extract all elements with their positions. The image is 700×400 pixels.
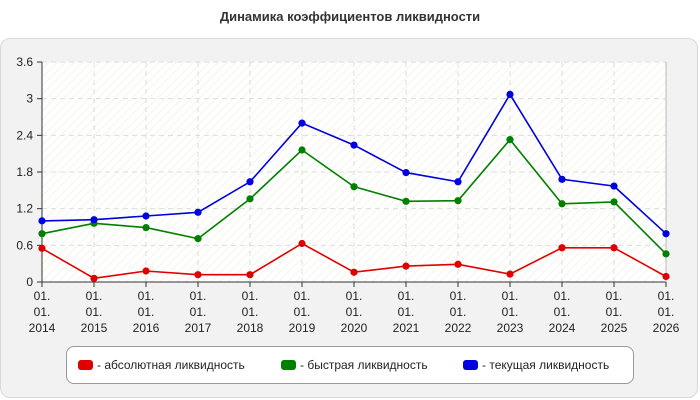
x-tick-label: 01. (34, 305, 51, 319)
x-tick-label: 2016 (133, 321, 160, 335)
x-tick-label: 01. (346, 289, 363, 303)
data-point (454, 178, 462, 186)
x-tick-label: 01. (554, 289, 571, 303)
data-point (142, 212, 150, 220)
legend-swatch-red (78, 360, 93, 370)
x-tick-label: 01. (502, 289, 519, 303)
data-point (246, 271, 254, 279)
x-tick-label: 01. (86, 305, 103, 319)
x-tick-label: 01. (294, 289, 311, 303)
x-tick-label: 01. (398, 305, 415, 319)
data-point (350, 183, 358, 191)
x-tick-label: 01. (606, 305, 623, 319)
data-point (246, 178, 254, 186)
y-tick-label: 3 (26, 92, 33, 106)
y-tick-label: 1.8 (16, 165, 33, 179)
x-tick-label: 2025 (601, 321, 628, 335)
data-point (142, 224, 150, 232)
y-tick-label: 1.2 (16, 202, 33, 216)
data-point (194, 235, 202, 243)
legend-label: - абсолютная ликвидность (97, 358, 245, 372)
data-point (662, 272, 670, 281)
legend-item-current: - текущая ликвидность (463, 358, 609, 372)
data-point (610, 244, 618, 252)
data-point (298, 119, 306, 127)
legend-swatch-green (281, 360, 296, 370)
data-point (38, 217, 46, 225)
chart-title: Динамика коэффициентов ликвидности (219, 9, 481, 24)
legend-item-absolute: - абсолютная ликвидность (78, 358, 245, 372)
data-point (610, 198, 618, 206)
data-point (402, 262, 410, 270)
data-point (246, 195, 254, 203)
data-point (506, 270, 514, 278)
data-point (454, 197, 462, 205)
x-tick-label: 01. (346, 305, 363, 319)
data-point (558, 200, 566, 208)
x-tick-label: 2022 (445, 321, 472, 335)
x-tick-label: 2015 (81, 321, 108, 335)
x-tick-label: 2019 (289, 321, 316, 335)
data-point (662, 250, 670, 258)
x-tick-label: 2021 (393, 321, 420, 335)
data-point (350, 141, 358, 149)
y-tick-label: 0 (26, 275, 33, 289)
x-tick-label: 01. (190, 305, 207, 319)
x-tick-label: 2017 (185, 321, 212, 335)
x-tick-label: 01. (658, 289, 675, 303)
x-tick-label: 01. (138, 289, 155, 303)
data-point (402, 169, 410, 177)
data-point (38, 230, 46, 238)
x-tick-label: 01. (606, 289, 623, 303)
data-point (142, 267, 150, 275)
data-point (90, 216, 98, 224)
x-tick-label: 2023 (497, 321, 524, 335)
data-point (662, 230, 670, 238)
x-tick-label: 2026 (653, 321, 680, 335)
legend: - абсолютная ликвидность - быстрая ликви… (66, 346, 634, 384)
data-point (194, 208, 202, 216)
x-tick-label: 01. (242, 305, 259, 319)
x-tick-label: 2014 (29, 321, 56, 335)
legend-swatch-blue (463, 360, 478, 370)
data-point (558, 244, 566, 252)
x-tick-label: 01. (398, 289, 415, 303)
legend-item-quick: - быстрая ликвидность (281, 358, 428, 372)
x-tick-label: 01. (138, 305, 155, 319)
data-point (506, 90, 514, 98)
data-point (350, 268, 358, 276)
data-point (610, 182, 618, 190)
data-point (558, 175, 566, 183)
x-tick-label: 01. (242, 289, 259, 303)
data-point (506, 136, 514, 144)
data-point (298, 239, 306, 248)
x-tick-label: 01. (450, 305, 467, 319)
data-point (90, 274, 98, 282)
data-point (298, 146, 306, 154)
data-point (38, 244, 46, 252)
x-tick-label: 01. (658, 305, 675, 319)
x-tick-label: 01. (554, 305, 571, 319)
legend-label: - текущая ликвидность (482, 358, 610, 372)
x-tick-label: 01. (34, 289, 51, 303)
x-tick-label: 01. (190, 289, 207, 303)
x-tick-label: 2020 (341, 321, 368, 335)
x-tick-label: 01. (450, 289, 467, 303)
x-tick-label: 01. (294, 305, 311, 319)
y-tick-label: 0.6 (16, 238, 33, 252)
y-tick-label: 3.6 (16, 55, 33, 69)
legend-label: - быстрая ликвидность (300, 358, 428, 372)
x-tick-label: 01. (502, 305, 519, 319)
data-point (402, 197, 410, 205)
data-point (194, 271, 202, 279)
x-tick-label: 2024 (549, 321, 576, 335)
y-tick-label: 2.4 (16, 128, 33, 142)
x-tick-label: 01. (86, 289, 103, 303)
data-point (454, 260, 462, 268)
x-tick-label: 2018 (237, 321, 264, 335)
